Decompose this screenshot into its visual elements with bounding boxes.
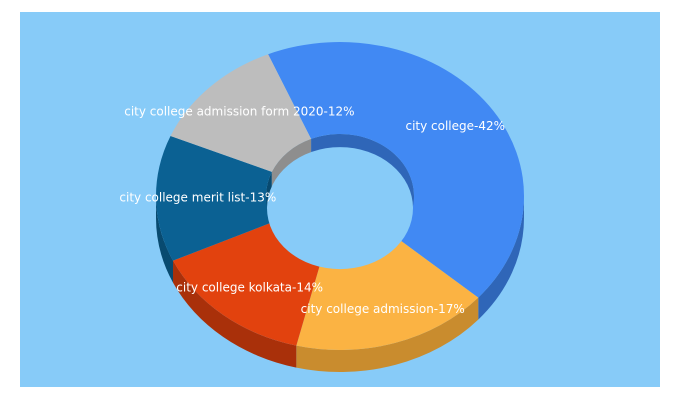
slice-label-0: city college-42% <box>405 119 505 133</box>
slice-side-3 <box>156 196 174 283</box>
slice-label-4: city college admission form 2020-12% <box>124 104 354 118</box>
slice-label-2: city college kolkata-14% <box>176 280 323 294</box>
donut-hole <box>267 147 413 270</box>
slice-3 <box>156 136 273 261</box>
slice-side-0 <box>478 196 524 320</box>
slice-4 <box>170 54 312 172</box>
slice-label-3: city college merit list-13% <box>119 190 276 204</box>
donut-chart: city college-42% city college admission-1… <box>20 12 660 387</box>
chart-panel: city college-42% city college admission-1… <box>20 12 660 387</box>
slice-side-1 <box>296 297 479 373</box>
slice-2 <box>173 222 323 346</box>
slice-label-1: city college admission-17% <box>301 302 465 316</box>
slice-0 <box>268 41 524 298</box>
slice-side-2 <box>173 260 297 368</box>
